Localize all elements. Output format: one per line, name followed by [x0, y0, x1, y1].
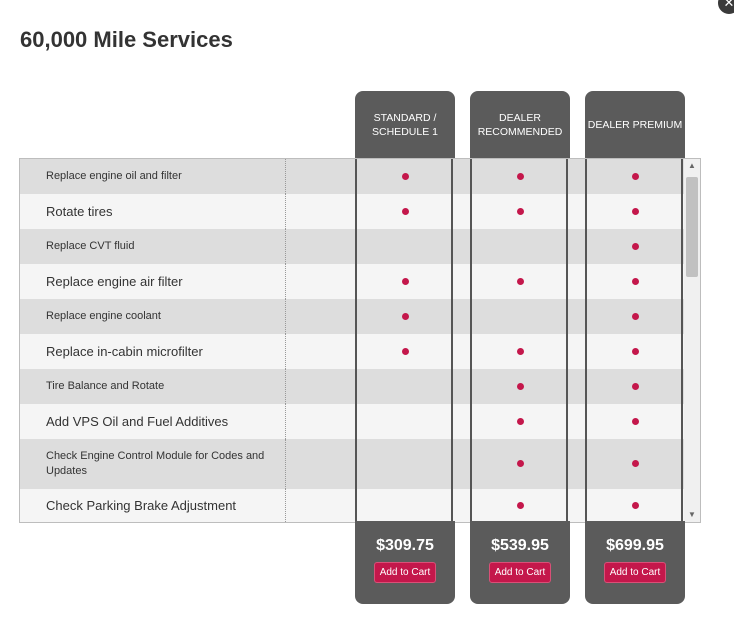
column-header-standard: STANDARD / SCHEDULE 1: [355, 91, 455, 158]
included-dot-icon: [517, 347, 524, 355]
included-dot-icon: [632, 242, 639, 250]
included-dot-icon: [517, 207, 524, 215]
add-to-cart-button-standard[interactable]: Add to Cart: [373, 562, 437, 583]
included-dot-icon: [517, 501, 524, 509]
service-name: Replace engine coolant: [46, 310, 161, 322]
included-dot-icon: [632, 172, 639, 180]
row-divider: [285, 159, 286, 194]
column-header-dealer-recommended: DEALER RECOMMENDED: [470, 91, 570, 158]
included-dot-icon: [402, 277, 409, 285]
price-standard: $309.75: [376, 537, 434, 554]
row-divider: [285, 489, 286, 522]
included-dot-icon: [517, 172, 524, 180]
service-name: Replace CVT fluid: [46, 240, 135, 252]
included-dot-icon: [632, 501, 639, 509]
included-dot-icon: [632, 417, 639, 425]
included-dot-icon: [402, 172, 409, 180]
included-dot-icon: [517, 277, 524, 285]
column-header-dealer-premium: DEALER PREMIUM: [585, 91, 685, 158]
included-dot-icon: [517, 460, 524, 467]
service-name: Tire Balance and Rotate: [46, 380, 165, 392]
column-outline-dealer-recommended: [470, 159, 568, 522]
row-divider: [285, 334, 286, 369]
column-footer-dealer-recommended: $539.95 Add to Cart: [470, 521, 570, 604]
column-outline-dealer-premium: [585, 159, 683, 522]
included-dot-icon: [517, 417, 524, 425]
service-name: Replace engine oil and filter: [46, 170, 182, 182]
service-name: Add VPS Oil and Fuel Additives: [46, 414, 229, 429]
included-dot-icon: [632, 207, 639, 215]
service-name: Check Engine Control Module for Codes an…: [46, 450, 265, 477]
included-dot-icon: [632, 312, 639, 320]
service-name: Replace in-cabin microfilter: [46, 344, 203, 359]
scroll-thumb[interactable]: [686, 177, 698, 277]
row-divider: [285, 229, 286, 264]
row-divider: [285, 369, 286, 404]
included-dot-icon: [402, 207, 409, 215]
included-dot-icon: [402, 312, 409, 320]
included-dot-icon: [632, 382, 639, 390]
row-divider: [285, 264, 286, 299]
included-dot-icon: [402, 347, 409, 355]
vertical-scrollbar[interactable]: ▲ ▼: [684, 159, 700, 522]
service-name: Rotate tires: [46, 204, 113, 219]
add-to-cart-button-dealer-premium[interactable]: Add to Cart: [603, 562, 667, 583]
row-divider: [285, 439, 286, 489]
scroll-up-arrow-icon[interactable]: ▲: [688, 161, 696, 170]
row-divider: [285, 404, 286, 439]
service-name: Check Parking Brake Adjustment: [46, 498, 237, 513]
included-dot-icon: [517, 382, 524, 390]
services-table: Check Parking Brake Adjustment Check Engi…: [19, 158, 701, 523]
scroll-down-arrow-icon[interactable]: ▼: [688, 510, 696, 519]
column-footer-dealer-premium: $699.95 Add to Cart: [585, 521, 685, 604]
service-name: Replace engine air filter: [46, 274, 183, 289]
price-dealer-recommended: $539.95: [491, 537, 549, 554]
row-divider: [285, 194, 286, 229]
included-dot-icon: [632, 347, 639, 355]
row-divider: [285, 299, 286, 334]
column-footer-standard: $309.75 Add to Cart: [355, 521, 455, 604]
column-outline-standard: [355, 159, 453, 522]
price-dealer-premium: $699.95: [606, 537, 664, 554]
page-title: 60,000 Mile Services: [20, 27, 233, 52]
add-to-cart-button-dealer-recommended[interactable]: Add to Cart: [488, 562, 552, 583]
included-dot-icon: [632, 277, 639, 285]
included-dot-icon: [632, 460, 639, 467]
close-button[interactable]: ✕: [716, 0, 734, 16]
